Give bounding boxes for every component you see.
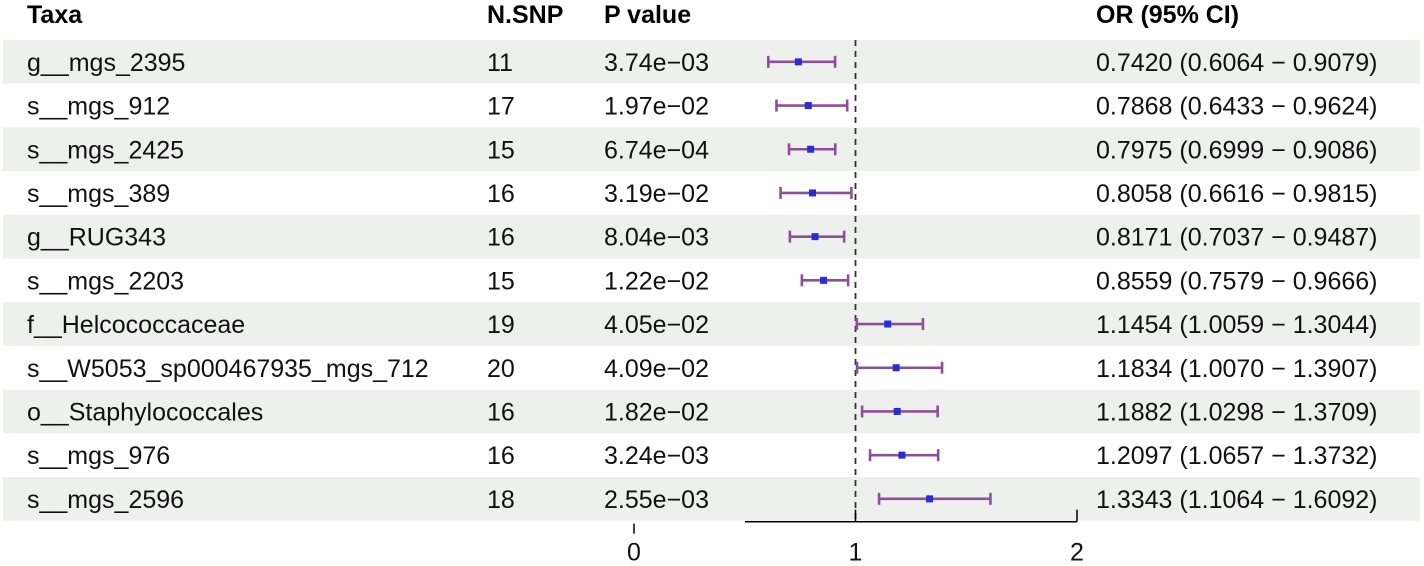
header-taxa: Taxa bbox=[27, 1, 83, 29]
or-point bbox=[808, 189, 816, 197]
nsnp-value: 16 bbox=[487, 398, 515, 426]
pvalue-value: 4.05e−02 bbox=[604, 311, 709, 339]
nsnp-value: 17 bbox=[487, 93, 515, 121]
taxa-label: g__mgs_2395 bbox=[27, 49, 185, 77]
or-point bbox=[898, 451, 906, 459]
or-ci-text: 1.3343 (1.1064 − 1.6092) bbox=[1096, 486, 1377, 514]
or-point bbox=[892, 364, 900, 372]
nsnp-value: 16 bbox=[487, 442, 515, 470]
pvalue-value: 4.09e−02 bbox=[604, 355, 709, 383]
or-ci-text: 0.8559 (0.7579 − 0.9666) bbox=[1096, 267, 1377, 295]
nsnp-value: 20 bbox=[487, 355, 515, 383]
taxa-label: s__mgs_976 bbox=[27, 442, 170, 470]
or-point bbox=[794, 58, 802, 66]
row-text: g__mgs_2395 11 3.74e−03 0.7420 (0.6064 − 0.… bbox=[27, 49, 1377, 514]
taxa-label: s__mgs_912 bbox=[27, 93, 170, 121]
taxa-label: f__Helcococcaceae bbox=[27, 311, 245, 339]
or-ci-text: 1.1454 (1.0059 − 1.3044) bbox=[1096, 311, 1377, 339]
row-stripe bbox=[3, 40, 1420, 84]
pvalue-value: 1.22e−02 bbox=[604, 267, 709, 295]
forest-plot-area bbox=[767, 40, 992, 521]
row-stripe bbox=[3, 127, 1420, 172]
nsnp-value: 15 bbox=[487, 136, 515, 164]
row-stripes bbox=[3, 40, 1420, 521]
or-point bbox=[884, 320, 892, 328]
pvalue-value: 2.55e−03 bbox=[604, 486, 709, 514]
or-ci-text: 1.2097 (1.0657 − 1.3732) bbox=[1096, 442, 1377, 470]
x-tick-label: 0 bbox=[627, 539, 641, 566]
or-ci-text: 1.1882 (1.0298 − 1.3709) bbox=[1096, 398, 1377, 426]
or-ci-text: 0.7420 (0.6064 − 0.9079) bbox=[1096, 49, 1377, 77]
or-point bbox=[811, 233, 819, 241]
pvalue-value: 8.04e−03 bbox=[604, 224, 709, 252]
taxa-label: o__Staphylococcales bbox=[27, 398, 263, 426]
or-point bbox=[893, 407, 901, 415]
nsnp-value: 15 bbox=[487, 267, 515, 295]
nsnp-value: 19 bbox=[487, 311, 515, 339]
taxa-label: s__mgs_2203 bbox=[27, 267, 184, 295]
taxa-label: s__mgs_389 bbox=[27, 180, 170, 208]
pvalue-value: 1.97e−02 bbox=[604, 93, 709, 121]
nsnp-value: 16 bbox=[487, 224, 515, 252]
or-ci-text: 0.7975 (0.6999 − 0.9086) bbox=[1096, 136, 1377, 164]
x-axis-ticks: 0 1 2 bbox=[627, 509, 1084, 566]
header-or: OR (95% CI) bbox=[1096, 1, 1239, 29]
or-point bbox=[807, 145, 815, 153]
pvalue-value: 3.19e−02 bbox=[604, 180, 709, 208]
header-nsnp: N.SNP bbox=[487, 1, 563, 29]
pvalue-value: 3.24e−03 bbox=[604, 442, 709, 470]
pvalue-value: 6.74e−04 bbox=[604, 136, 709, 164]
or-point bbox=[804, 102, 812, 110]
x-tick-label: 2 bbox=[1070, 539, 1084, 566]
pvalue-value: 3.74e−03 bbox=[604, 49, 709, 77]
row-stripe bbox=[3, 214, 1420, 259]
row-stripe bbox=[3, 389, 1420, 434]
or-ci-text: 0.8058 (0.6616 − 0.9815) bbox=[1096, 180, 1377, 208]
or-ci-text: 1.1834 (1.0070 − 1.3907) bbox=[1096, 355, 1377, 383]
or-point bbox=[820, 276, 828, 284]
or-point bbox=[926, 495, 934, 503]
taxa-label: s__W5053_sp000467935_mgs_712 bbox=[27, 355, 429, 383]
x-axis: 0 1 2 bbox=[627, 509, 1084, 566]
or-ci-text: 0.7868 (0.6433 − 0.9624) bbox=[1096, 93, 1377, 121]
taxa-label: g__RUG343 bbox=[27, 224, 166, 252]
x-tick-label: 1 bbox=[849, 539, 863, 566]
row-stripe bbox=[3, 477, 1420, 521]
or-ci-text: 0.8171 (0.7037 − 0.9487) bbox=[1096, 224, 1377, 252]
pvalue-value: 1.82e−02 bbox=[604, 398, 709, 426]
nsnp-value: 11 bbox=[487, 49, 513, 77]
nsnp-value: 16 bbox=[487, 180, 515, 208]
ci-marks bbox=[767, 55, 992, 505]
row-stripe bbox=[3, 302, 1420, 346]
column-headers: Taxa N.SNP P value OR (95% CI) bbox=[27, 1, 1239, 29]
nsnp-value: 18 bbox=[487, 486, 515, 514]
taxa-label: s__mgs_2425 bbox=[27, 136, 184, 164]
taxa-label: s__mgs_2596 bbox=[27, 486, 184, 514]
header-pvalue: P value bbox=[604, 1, 691, 29]
